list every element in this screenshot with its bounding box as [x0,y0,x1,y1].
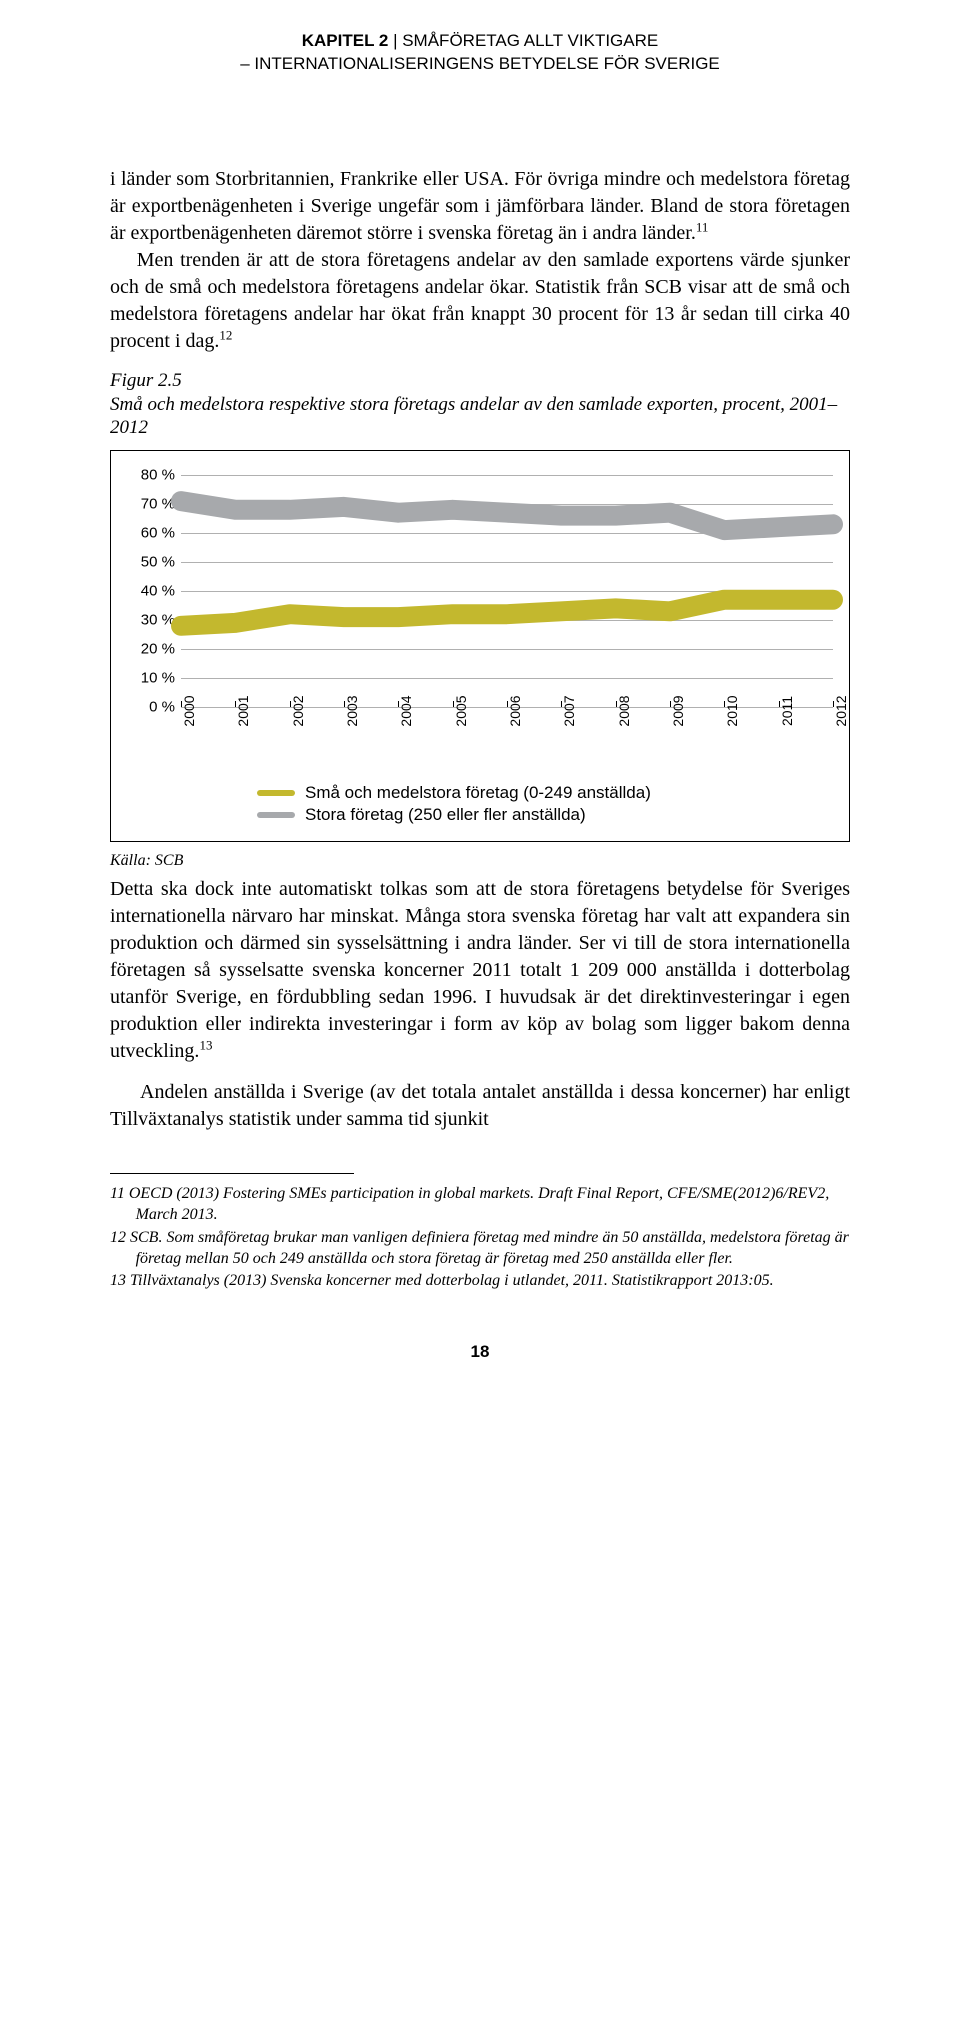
para1-text-a: i länder som Storbritannien, Frankrike e… [110,168,850,244]
chart-xlabel: 2008 [616,696,632,727]
chart-xtick [670,701,671,707]
chart-source: Källa: SCB [110,852,850,870]
figure-subtitle: Små och medelstora respektive stora före… [110,394,837,439]
legend-label-sma: Små och medelstora företag (0-249 anstäl… [305,783,651,803]
chart-ylabel: 0 % [123,699,175,716]
paragraph-1: i länder som Storbritannien, Frankrike e… [110,166,850,355]
chart-xtick [507,701,508,707]
chart-xtick [290,701,291,707]
chart-ylabel: 80 % [123,467,175,484]
header-title-2: – INTERNATIONALISERINGENS BETYDELSE FÖR … [240,54,720,73]
legend-row-sma: Små och medelstora företag (0-249 anstäl… [257,783,841,803]
chart-ylabel: 50 % [123,554,175,571]
legend-label-stora: Stora företag (250 eller fler anställda) [305,805,586,825]
chart-series-sma [181,600,833,626]
chart-xaxis: 2000200120022003200420052006200720082009… [181,707,833,735]
paragraph-3: Andelen anställda i Sverige (av det tota… [110,1079,850,1133]
header-line-1: KAPITEL 2 | SMÅFÖRETAG ALLT VIKTIGARE [110,30,850,53]
chart-xlabel: 2002 [290,696,306,727]
legend-row-stora: Stora företag (250 eller fler anställda) [257,805,841,825]
footnote-12: 12 SCB. Som småföretag brukar man vanlig… [110,1228,850,1270]
chart-plot: 0 %10 %20 %30 %40 %50 %60 %70 %80 % [181,475,833,707]
chart-ylabel: 30 % [123,612,175,629]
chart-xtick [398,701,399,707]
page-header: KAPITEL 2 | SMÅFÖRETAG ALLT VIKTIGARE – … [110,30,850,76]
chart-xlabel: 2011 [779,696,795,726]
chart-series-stora [181,501,833,530]
footnotes-rule [110,1173,354,1182]
chart-xlabel: 2007 [561,696,577,727]
footnote-ref-12: 12 [219,327,232,342]
legend-swatch-sma [257,790,295,796]
chart-ylabel: 20 % [123,641,175,658]
chart-xlabel: 2003 [344,696,360,727]
footnote-ref-11: 11 [696,219,709,234]
chart-xtick [561,701,562,707]
chart-svg [181,475,833,707]
chart-xlabel: 2009 [670,696,686,727]
chart-area: 0 %10 %20 %30 %40 %50 %60 %70 %80 % 2000… [181,475,833,735]
chart-xlabel: 2000 [181,696,197,727]
chart-xlabel: 2004 [398,696,414,727]
para2-text: Detta ska dock inte automatiskt tolkas s… [110,878,850,1062]
chart-xtick [616,701,617,707]
footnote-ref-13: 13 [199,1037,212,1052]
chart-xlabel: 2005 [453,696,469,727]
chart-ylabel: 40 % [123,583,175,600]
header-separator: | [388,31,402,50]
chart-xtick [833,701,834,707]
paragraph-2: Detta ska dock inte automatiskt tolkas s… [110,876,850,1065]
chart-xtick [344,701,345,707]
chart-ylabel: 60 % [123,525,175,542]
footnotes-block: 11 OECD (2013) Fostering SMEs participat… [110,1184,850,1292]
chart-xlabel: 2006 [507,696,523,727]
footnote-13: 13 Tillväxtanalys (2013) Svenska koncern… [110,1271,850,1292]
chart-container: 0 %10 %20 %30 %40 %50 %60 %70 %80 % 2000… [110,450,850,842]
page-number: 18 [110,1342,850,1362]
chart-xtick [235,701,236,707]
chart-ylabel: 10 % [123,670,175,687]
chart-xtick [724,701,725,707]
legend-swatch-stora [257,812,295,818]
chart-ylabel: 70 % [123,496,175,513]
chart-xtick [779,701,780,707]
footnote-11: 11 OECD (2013) Fostering SMEs participat… [110,1184,850,1226]
chapter-label: KAPITEL 2 [302,31,389,50]
chart-xlabel: 2010 [724,696,740,727]
figure-label: Figur 2.5 [110,370,182,391]
document-page: KAPITEL 2 | SMÅFÖRETAG ALLT VIKTIGARE – … [0,0,960,1422]
chart-xlabel: 2012 [833,696,849,727]
chart-xtick [181,701,182,707]
figure-caption: Figur 2.5 Små och medelstora respektive … [110,369,850,440]
chart-xtick [453,701,454,707]
header-title-1: SMÅFÖRETAG ALLT VIKTIGARE [402,31,658,50]
chart-xlabel: 2001 [235,696,251,727]
chart-legend: Små och medelstora företag (0-249 anstäl… [257,783,841,825]
